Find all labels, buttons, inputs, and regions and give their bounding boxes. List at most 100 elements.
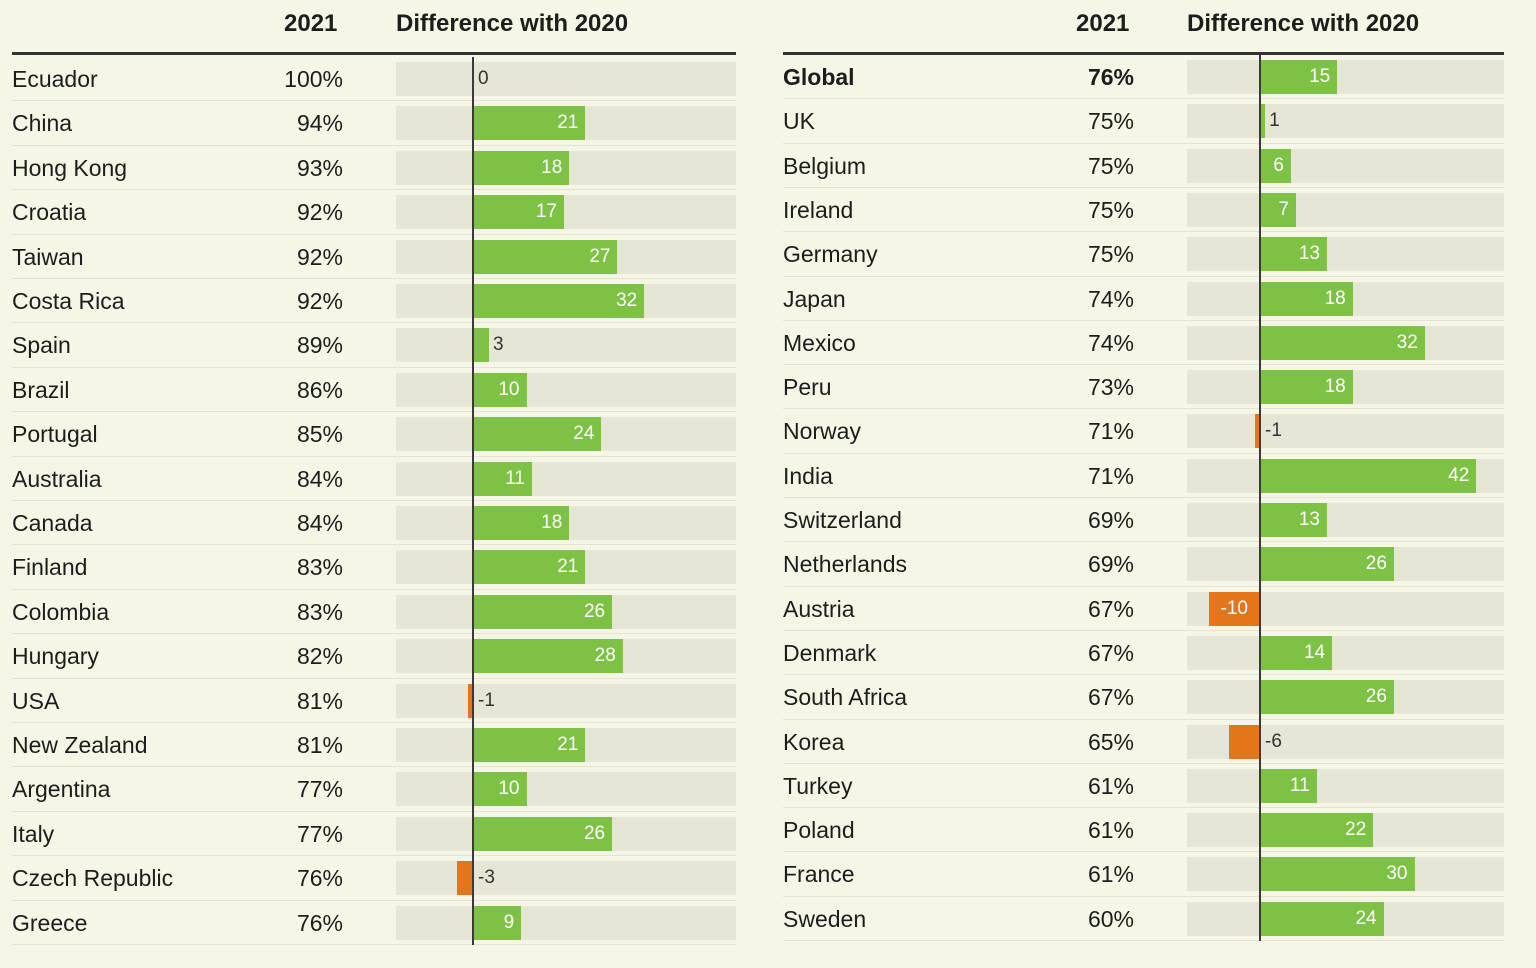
table-row: Australia 84% 11 <box>12 457 736 501</box>
row-divider <box>12 189 736 191</box>
row-divider <box>783 585 1504 587</box>
diff-label: 7 <box>1278 198 1290 220</box>
value-2021: 75% <box>1087 152 1134 179</box>
diff-label: 24 <box>1355 907 1377 929</box>
table-row: Portugal 85% 24 <box>12 412 736 457</box>
table-row: Austria 67% -10 <box>783 587 1504 631</box>
country-label: UK <box>783 108 815 135</box>
row-divider <box>12 544 736 546</box>
diff-label: 27 <box>589 245 611 267</box>
diff-bar <box>473 150 570 185</box>
diff-bar <box>473 417 602 452</box>
diff-bar <box>1260 857 1415 892</box>
row-divider <box>783 408 1504 410</box>
zero-axis-line <box>472 57 474 945</box>
value-2021: 92% <box>296 288 343 314</box>
row-divider <box>783 629 1504 631</box>
value-2021: 61% <box>1087 772 1134 799</box>
bar-track: 18 <box>1187 281 1504 316</box>
value-2021: 71% <box>1087 462 1134 489</box>
country-label: Colombia <box>12 598 110 625</box>
diff-bar <box>473 372 527 407</box>
diff-label: 21 <box>557 556 579 578</box>
value-2021: 77% <box>296 820 343 847</box>
value-2021: 61% <box>1087 861 1134 888</box>
table-row: Ecuador 100% 0 <box>12 57 736 102</box>
diff-label: 32 <box>1396 331 1418 353</box>
table-row: Denmark 67% 14 <box>783 631 1504 676</box>
diff-bar <box>1260 503 1327 537</box>
country-label: Australia <box>12 465 102 492</box>
country-label: Taiwan <box>12 243 84 270</box>
row-divider <box>12 322 736 324</box>
diff-label: 42 <box>1448 464 1470 486</box>
value-2021: 65% <box>1087 728 1134 755</box>
table-row: Sweden 60% 24 <box>783 897 1504 942</box>
row-divider <box>783 762 1504 764</box>
table-row: Peru 73% 18 <box>783 365 1504 410</box>
table-row: Canada 84% 18 <box>12 501 736 546</box>
value-2021: 92% <box>296 243 343 270</box>
diff-bar <box>1260 104 1266 139</box>
diff-label: 18 <box>541 156 563 178</box>
value-2021: 76% <box>296 865 343 892</box>
bar-track: -10 <box>1187 591 1504 626</box>
diff-label: -10 <box>1220 597 1248 619</box>
table-row: Costa Rica 92% 32 <box>12 279 736 324</box>
table-row: Korea 65% -6 <box>783 720 1504 764</box>
table-row: Japan 74% 18 <box>783 277 1504 321</box>
header-rule <box>783 52 1504 55</box>
country-label: Finland <box>12 554 88 581</box>
diff-label: 22 <box>1345 819 1367 841</box>
country-label: South Africa <box>783 684 908 711</box>
diff-label: 3 <box>493 334 504 356</box>
table-row: UK 75% 1 <box>783 99 1504 144</box>
diff-label: 18 <box>1324 287 1346 309</box>
table-row: Greece 76% 9 <box>12 901 736 945</box>
row-divider <box>12 943 736 945</box>
table-row: South Africa 67% 26 <box>783 675 1504 720</box>
year-header: 2021 <box>1076 10 1130 37</box>
value-2021: 94% <box>296 110 343 137</box>
diff-bar <box>1229 724 1260 759</box>
table-row: Turkey 61% 11 <box>783 764 1504 809</box>
value-2021: 74% <box>1087 329 1134 356</box>
bar-track: 32 <box>396 284 736 318</box>
value-2021: 83% <box>296 554 343 581</box>
table-row: Mexico 74% 32 <box>783 321 1504 366</box>
table-row: New Zealand 81% 21 <box>12 723 736 768</box>
country-label: Netherlands <box>783 551 908 578</box>
value-2021: 60% <box>1087 905 1134 932</box>
bar-track: 24 <box>1187 901 1504 936</box>
row-divider <box>783 452 1504 454</box>
row-divider <box>12 233 736 235</box>
bar-track: 32 <box>1187 325 1504 360</box>
bar-track: 24 <box>396 417 736 452</box>
diff-bar <box>1260 813 1374 848</box>
row-divider <box>12 588 736 590</box>
country-label: Mexico <box>783 329 856 356</box>
bar-track: 22 <box>1187 813 1504 848</box>
diff-label: -3 <box>478 867 495 889</box>
row-divider <box>783 541 1504 543</box>
diff-bar <box>1208 591 1260 626</box>
diff-bar <box>456 861 473 896</box>
header-rule <box>12 52 736 55</box>
diff-bar <box>473 772 527 807</box>
country-label: Italy <box>12 820 55 847</box>
bar-track: -1 <box>1187 414 1504 449</box>
bar-track: 6 <box>1187 148 1504 183</box>
bar-track: 10 <box>396 372 736 407</box>
bar-track: 26 <box>1187 547 1504 582</box>
value-2021: 73% <box>1087 374 1134 401</box>
bar-track: 26 <box>396 816 736 851</box>
table-row: China 94% 21 <box>12 101 736 146</box>
country-label: Ireland <box>783 196 854 223</box>
table-row: Colombia 83% 26 <box>12 590 736 635</box>
bar-track: 42 <box>1187 458 1504 493</box>
table-row: Argentina 77% 10 <box>12 767 736 812</box>
country-label: France <box>783 861 855 888</box>
table-row: Ireland 75% 7 <box>783 188 1504 233</box>
row-divider <box>12 810 736 812</box>
